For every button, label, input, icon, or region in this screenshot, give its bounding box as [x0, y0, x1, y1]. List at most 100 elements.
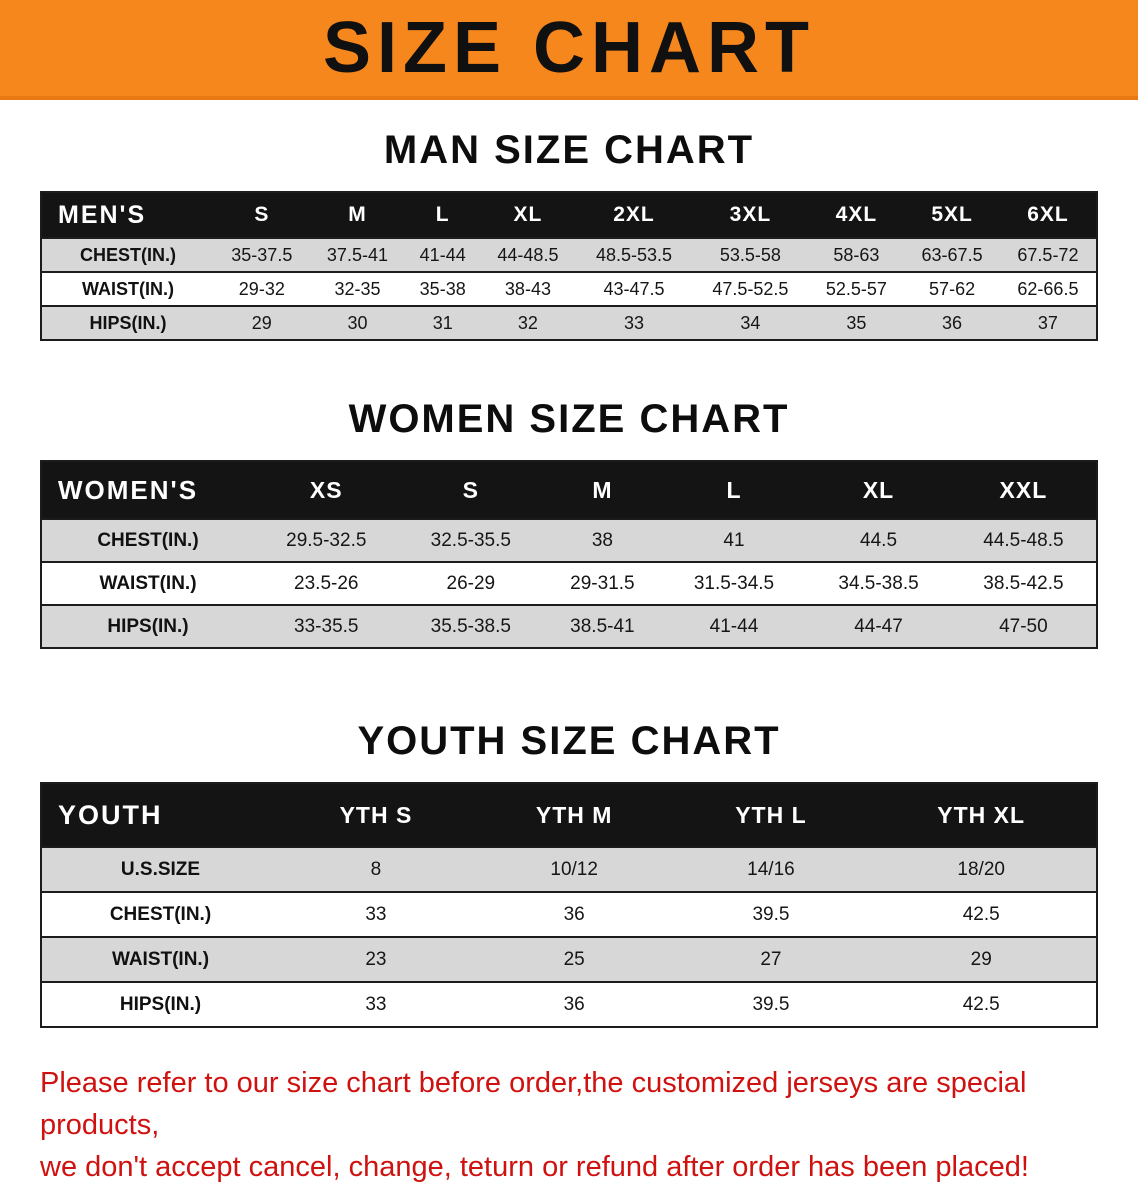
size-value-cell: 8: [370, 858, 382, 880]
row-label: HIPS(IN.): [107, 615, 189, 637]
size-value-cell: 18/20: [957, 858, 1005, 880]
size-value-cell: 53.5-58: [719, 244, 781, 265]
size-header-cell: L: [405, 192, 481, 238]
size-value-cell: 37.5-41: [326, 244, 388, 265]
row-label: CHEST(IN.): [97, 529, 199, 551]
size-value-cell: 44-47: [854, 615, 903, 637]
table-header-row: MEN'S S M L XL 2XL 3XL 4XL 5XL 6XL: [41, 192, 1097, 238]
table-row: HIPS(IN.) 33-35.5 35.5-38.5 38.5-41 41-44 44-…: [41, 605, 1097, 648]
table-header-row: WOMEN'S XS S M L XL XXL: [41, 461, 1097, 519]
size-value-cell: 44-48.5: [497, 244, 559, 265]
size-value-cell: 25: [563, 948, 585, 970]
table-row: HIPS(IN.) 29 30 31 32 33 34 35 36 37: [41, 306, 1097, 340]
row-label: HIPS(IN.): [89, 312, 167, 333]
youth-section-heading: YOUTH SIZE CHART: [357, 719, 781, 763]
size-value-cell: 38-43: [504, 278, 551, 299]
size-value-cell: 58-63: [833, 244, 880, 265]
size-header-cell: YTH M: [472, 783, 676, 847]
size-header-cell: YTH XL: [866, 783, 1097, 847]
table-row: WAIST(IN.) 23.5-26 26-29 29-31.5 31.5-34.5 34…: [41, 562, 1097, 605]
women-size-section: WOMEN SIZE CHART WOMEN'S XS S M L XL XXL CHEST(…: [0, 397, 1138, 649]
men-section-heading: MAN SIZE CHART: [383, 128, 755, 172]
table-row: CHEST(IN.) 33 36 39.5 42.5: [41, 892, 1097, 937]
table-row: CHEST(IN.) 35-37.5 37.5-41 41-44 44-48.5 48.5…: [41, 238, 1097, 272]
size-header-cell: S: [214, 192, 310, 238]
size-value-cell: 57-62: [929, 278, 976, 299]
table-header-row: YOUTH YTH S YTH M YTH L YTH XL: [41, 783, 1097, 847]
size-value-cell: 67.5-72: [1017, 244, 1079, 265]
size-header-cell: 4XL: [808, 192, 905, 238]
size-value-cell: 31.5-34.5: [693, 572, 775, 594]
size-value-cell: 29: [251, 312, 272, 333]
size-header-cell: M: [309, 192, 406, 238]
size-value-cell: 29-32: [238, 278, 285, 299]
row-label: CHEST(IN.): [109, 903, 212, 925]
size-value-cell: 47-50: [999, 615, 1048, 637]
size-value-cell: 41-44: [709, 615, 759, 637]
size-value-cell: 44.5: [860, 529, 898, 551]
size-value-cell: 63-67.5: [921, 244, 983, 265]
size-value-cell: 38: [591, 529, 613, 551]
size-header-cell: 5XL: [904, 192, 1000, 238]
size-header-cell: XS: [254, 461, 399, 519]
table-title-cell: WOMEN'S: [41, 461, 254, 519]
size-value-cell: 33-35.5: [294, 615, 359, 637]
men-size-section: MAN SIZE CHART MEN'S S M L XL 2XL 3XL 4XL 5XL 6XL…: [0, 128, 1138, 341]
size-header-cell: 2XL: [575, 192, 693, 238]
notice-line-1: Please refer to our size chart before or…: [40, 1067, 1027, 1141]
size-header-cell: S: [398, 461, 544, 519]
size-value-cell: 30: [347, 312, 368, 333]
banner: SIZE CHART: [0, 0, 1138, 100]
size-value-cell: 35-38: [419, 278, 466, 299]
size-value-cell: 32: [517, 312, 538, 333]
size-value-cell: 35: [846, 312, 867, 333]
notice-line-2: we don't accept cancel, change, teturn o…: [40, 1151, 1029, 1183]
size-value-cell: 38.5-42.5: [983, 572, 1064, 594]
size-value-cell: 23: [365, 948, 387, 970]
size-value-cell: 52.5-57: [825, 278, 887, 299]
size-value-cell: 14/16: [747, 858, 795, 880]
size-value-cell: 41-44: [419, 244, 466, 265]
size-value-cell: 32.5-35.5: [430, 529, 511, 551]
size-value-cell: 36: [942, 312, 963, 333]
size-value-cell: 33: [365, 993, 387, 1015]
youth-size-table: YOUTH YTH S YTH M YTH L YTH XL U.S.SIZE 8 10/12…: [40, 782, 1098, 1028]
size-value-cell: 48.5-53.5: [595, 244, 672, 265]
size-value-cell: 36: [563, 903, 585, 925]
size-value-cell: 10/12: [550, 858, 598, 880]
page-title: SIZE CHART: [323, 8, 815, 88]
size-value-cell: 29-31.5: [570, 572, 635, 594]
youth-size-section: YOUTH SIZE CHART YOUTH YTH S YTH M YTH L YTH…: [0, 719, 1138, 1028]
size-header-cell: YTH S: [279, 783, 473, 847]
size-value-cell: 41: [723, 529, 745, 551]
row-label: CHEST(IN.): [80, 244, 176, 265]
size-value-cell: 33: [623, 312, 644, 333]
size-header-cell: M: [543, 461, 662, 519]
size-value-cell: 35.5-38.5: [430, 615, 511, 637]
size-value-cell: 29.5-32.5: [286, 529, 367, 551]
table-row: WAIST(IN.) 23 25 27 29: [41, 937, 1097, 982]
table-row: CHEST(IN.) 29.5-32.5 32.5-35.5 38 41 44.5 44.5…: [41, 519, 1097, 562]
size-value-cell: 34.5-38.5: [838, 572, 919, 594]
table-title-cell: YOUTH: [41, 783, 279, 847]
row-label: WAIST(IN.): [111, 948, 210, 970]
table-row: U.S.SIZE 8 10/12 14/16 18/20: [41, 847, 1097, 892]
row-label: HIPS(IN.): [119, 993, 202, 1015]
size-value-cell: 29: [970, 948, 992, 970]
row-label: U.S.SIZE: [120, 858, 201, 880]
size-header-cell: 6XL: [999, 192, 1097, 238]
size-value-cell: 36: [563, 993, 585, 1015]
order-notice: Please refer to our size chart before or…: [40, 1062, 1118, 1188]
size-value-cell: 34: [740, 312, 761, 333]
size-value-cell: 32-35: [334, 278, 381, 299]
row-label: WAIST(IN.): [82, 278, 174, 299]
size-header-cell: XL: [480, 192, 576, 238]
size-value-cell: 39.5: [752, 903, 790, 925]
size-header-cell: 3XL: [692, 192, 809, 238]
size-value-cell: 47.5-52.5: [712, 278, 789, 299]
size-value-cell: 33: [365, 903, 387, 925]
size-value-cell: 35-37.5: [231, 244, 293, 265]
size-header-cell: XL: [806, 461, 951, 519]
size-value-cell: 42.5: [962, 993, 1000, 1015]
